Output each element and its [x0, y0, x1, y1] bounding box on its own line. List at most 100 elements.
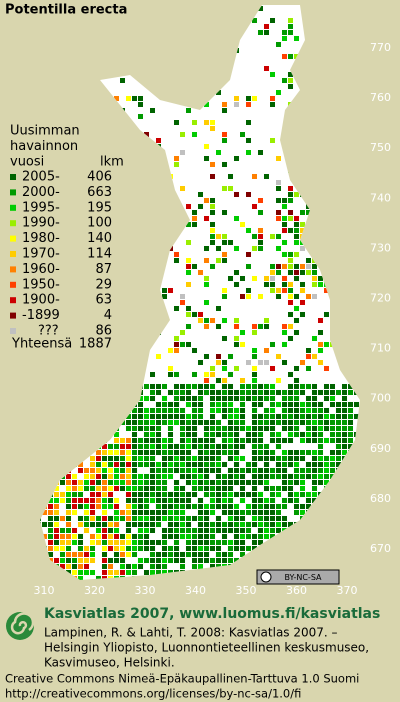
grid-cell	[282, 546, 287, 551]
grid-cell	[348, 468, 353, 473]
grid-cell	[102, 450, 107, 455]
grid-cell	[174, 576, 179, 580]
grid-cell	[270, 72, 275, 77]
grid-cell	[114, 198, 119, 203]
grid-cell	[276, 270, 281, 275]
grid-cell	[222, 162, 227, 167]
grid-cell	[342, 402, 347, 407]
grid-cell	[144, 498, 149, 503]
grid-cell	[342, 474, 347, 479]
grid-cell	[210, 564, 215, 569]
grid-cell	[342, 576, 347, 580]
grid-cell	[60, 528, 65, 533]
grid-cell	[132, 414, 137, 419]
grid-cell	[90, 408, 95, 413]
grid-cell	[54, 468, 59, 473]
grid-cell	[186, 414, 191, 419]
grid-cell	[264, 480, 269, 485]
grid-cell	[234, 156, 239, 161]
grid-cell	[72, 444, 77, 449]
grid-cell	[60, 480, 65, 485]
grid-cell	[54, 504, 59, 509]
grid-cell	[294, 294, 299, 299]
grid-cell	[264, 522, 269, 527]
grid-cell	[132, 474, 137, 479]
grid-cell	[132, 276, 137, 281]
grid-cell	[78, 570, 83, 575]
grid-cell	[222, 258, 227, 263]
grid-cell	[180, 498, 185, 503]
grid-cell	[42, 450, 47, 455]
grid-cell	[48, 432, 53, 437]
grid-cell	[234, 462, 239, 467]
grid-cell	[240, 396, 245, 401]
grid-cell	[300, 246, 305, 251]
grid-cell	[192, 210, 197, 215]
grid-cell	[72, 408, 77, 413]
grid-cell	[348, 390, 353, 395]
grid-cell	[276, 234, 281, 239]
grid-cell	[252, 246, 257, 251]
grid-cell	[354, 252, 359, 257]
grid-cell	[216, 426, 221, 431]
legend-count: 406	[87, 170, 112, 185]
grid-cell	[180, 462, 185, 467]
grid-cell	[138, 480, 143, 485]
grid-cell	[150, 390, 155, 395]
grid-cell	[306, 270, 311, 275]
grid-cell	[324, 552, 329, 557]
grid-cell	[216, 528, 221, 533]
grid-cell	[40, 414, 41, 419]
grid-cell	[366, 156, 371, 161]
grid-cell	[336, 204, 341, 209]
grid-cell	[186, 324, 191, 329]
grid-cell	[180, 504, 185, 509]
grid-cell	[270, 450, 275, 455]
grid-cell	[102, 480, 107, 485]
grid-cell	[216, 492, 221, 497]
grid-cell	[192, 456, 197, 461]
grid-cell	[192, 474, 197, 479]
grid-cell	[336, 546, 341, 551]
grid-cell	[108, 390, 113, 395]
grid-cell	[168, 426, 173, 431]
grid-cell	[192, 216, 197, 221]
grid-cell	[258, 456, 263, 461]
grid-cell	[276, 402, 281, 407]
grid-cell	[78, 450, 83, 455]
grid-cell	[30, 66, 35, 71]
grid-cell	[66, 516, 71, 521]
grid-cell	[252, 174, 257, 179]
grid-cell	[306, 366, 311, 371]
grid-cell	[234, 504, 239, 509]
grid-cell	[264, 276, 269, 281]
grid-cell	[114, 96, 119, 101]
grid-cell	[342, 510, 347, 515]
grid-cell	[180, 528, 185, 533]
grid-cell	[342, 414, 347, 419]
grid-cell	[204, 444, 209, 449]
grid-cell	[318, 258, 323, 263]
grid-cell	[282, 198, 287, 203]
grid-cell	[186, 396, 191, 401]
grid-cell	[54, 354, 59, 359]
grid-cell	[252, 18, 257, 23]
grid-cell	[360, 540, 365, 545]
grid-cell	[60, 360, 65, 365]
grid-cell	[30, 558, 35, 563]
grid-cell	[90, 330, 95, 335]
grid-cell	[270, 396, 275, 401]
grid-cell	[204, 528, 209, 533]
grid-cell	[240, 516, 245, 521]
grid-cell	[138, 354, 143, 359]
grid-cell	[114, 42, 119, 47]
grid-cell	[312, 558, 317, 563]
grid-cell	[72, 396, 77, 401]
grid-cell	[360, 522, 365, 527]
grid-cell	[60, 420, 65, 425]
grid-cell	[222, 402, 227, 407]
grid-cell	[354, 6, 359, 11]
grid-cell	[42, 384, 47, 389]
grid-cell	[234, 342, 239, 347]
grid-cell	[114, 510, 119, 515]
